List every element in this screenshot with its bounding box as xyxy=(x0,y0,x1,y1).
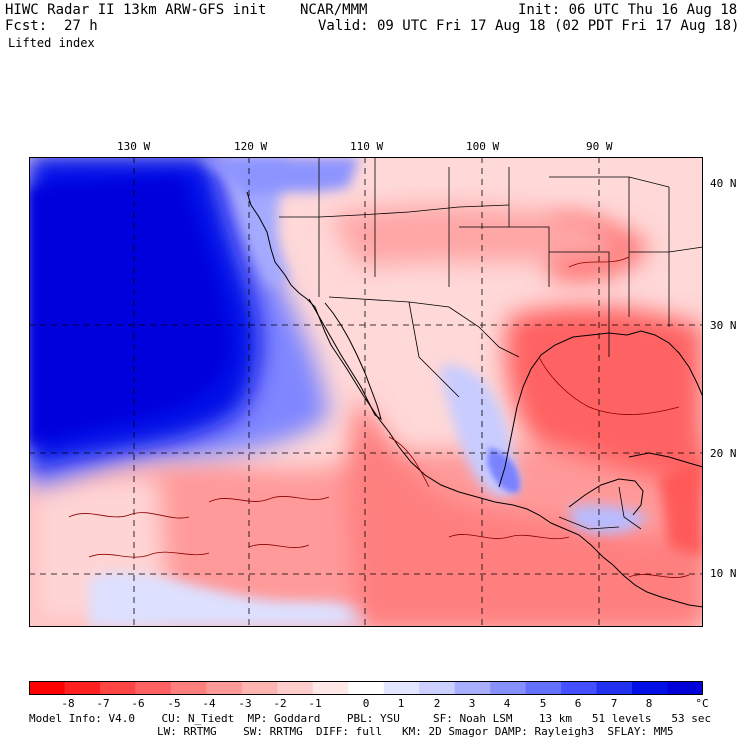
colorbar-swatch xyxy=(632,681,669,695)
coastline-yucatan xyxy=(568,478,644,516)
field-south-blue-patches xyxy=(89,572,369,627)
lifted-index-contours xyxy=(68,256,690,578)
colorbar-tick: -4 xyxy=(202,697,216,710)
lon-label-120w: 120 W xyxy=(234,140,268,153)
colorbar-tick: -3 xyxy=(238,697,252,710)
lon-label-100w: 100 W xyxy=(466,140,500,153)
lat-label-20n: 20 N xyxy=(710,447,737,460)
lon-label-130w: 130 W xyxy=(117,140,151,153)
coastline-west xyxy=(246,191,703,608)
colorbar-tick: -8 xyxy=(61,697,75,710)
colorbar-swatch xyxy=(490,681,527,695)
colorbar-swatch xyxy=(312,681,349,695)
coastline-baja xyxy=(308,298,382,421)
colorbar-tick: -6 xyxy=(131,697,145,710)
lifted-index-map xyxy=(29,157,703,627)
colorbar-tick: -1 xyxy=(308,697,322,710)
colorbar-tick: 5 xyxy=(539,697,547,710)
colorbar-swatch xyxy=(241,681,278,695)
colorbar-tick: -5 xyxy=(167,697,181,710)
colorbar-swatch xyxy=(419,681,456,695)
model-info-line2: LW: RRTMG SW: RRTMG DIFF: full KM: 2D Sm… xyxy=(157,725,674,738)
colorbar-frame xyxy=(29,681,703,695)
colorbar xyxy=(29,681,703,695)
field-pacific-core xyxy=(29,177,229,447)
lat-lon-grid xyxy=(29,157,703,627)
colorbar-tick: 7 xyxy=(610,697,618,710)
colorbar-swatch xyxy=(596,681,633,695)
coastline-cuba xyxy=(628,452,703,468)
colorbar-swatch xyxy=(667,681,703,695)
lat-label-40n: 40 N xyxy=(710,177,737,190)
colorbar-swatch xyxy=(64,681,101,695)
lat-label-30n: 30 N xyxy=(710,319,737,332)
lon-label-90w: 90 W xyxy=(586,140,613,153)
colorbar-tick: 4 xyxy=(503,697,511,710)
init-time: Init: 06 UTC Thu 16 Aug 18 xyxy=(518,2,738,18)
field-mexico-blue-core xyxy=(487,447,520,493)
coastline-gulf xyxy=(498,330,703,488)
colorbar-tick: 3 xyxy=(468,697,476,710)
field-gulf-red xyxy=(505,306,703,487)
colorbar-unit: °C xyxy=(695,697,709,710)
field-mexico-coast-red xyxy=(347,397,703,627)
forecast-hour: 27 h xyxy=(64,18,98,34)
colorbar-tick: 6 xyxy=(574,697,582,710)
colorbar-swatch xyxy=(206,681,243,695)
colorbar-swatch xyxy=(29,681,65,695)
colorbar-swatch xyxy=(561,681,598,695)
lat-label-10n: 10 N xyxy=(710,567,737,580)
political-borders xyxy=(279,157,703,530)
colorbar-tick: -7 xyxy=(96,697,110,710)
colorbar-tick: -2 xyxy=(273,697,287,710)
field-caribbean-red xyxy=(659,457,703,557)
field-name: Lifted index xyxy=(8,36,95,50)
colorbar-swatch xyxy=(99,681,136,695)
colorbar-tick: 1 xyxy=(397,697,405,710)
colorbar-swatch xyxy=(170,681,207,695)
colorbar-swatch xyxy=(277,681,314,695)
lon-label-110w: 110 W xyxy=(350,140,384,153)
forecast-label: Fcst: xyxy=(5,18,48,34)
model-info-line1: Model Info: V4.0 CU: N_Tiedt MP: Goddard… xyxy=(29,712,712,725)
colorbar-swatch xyxy=(454,681,491,695)
colorbar-swatch xyxy=(348,681,385,695)
field-central-america-blue xyxy=(569,505,649,534)
colorbar-swatch xyxy=(525,681,562,695)
model-title: HIWC Radar II 13km ARW-GFS init NCAR/MMM xyxy=(5,2,368,18)
colorbar-tick: 2 xyxy=(433,697,441,710)
colorbar-swatch xyxy=(383,681,420,695)
colorbar-tick: 0 xyxy=(362,697,370,710)
valid-time: Valid: 09 UTC Fri 17 Aug 18 (02 PDT Fri … xyxy=(318,18,740,34)
map-frame xyxy=(29,157,703,627)
colorbar-swatch xyxy=(135,681,172,695)
colorbar-tick: 8 xyxy=(645,697,653,710)
